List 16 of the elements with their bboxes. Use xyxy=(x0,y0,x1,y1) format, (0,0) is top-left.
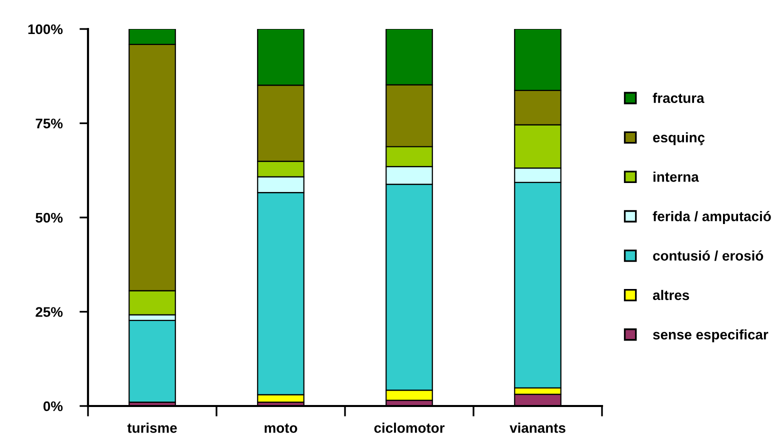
y-tick-label: 75% xyxy=(36,118,63,128)
x-tick-label: ciclomotor xyxy=(374,422,445,433)
x-tick-label: moto xyxy=(264,424,298,433)
legend-label: fractura xyxy=(652,92,704,104)
x-tick-label: vianants xyxy=(510,422,566,433)
legend-label: altres xyxy=(652,290,690,300)
y-tick-label: 25% xyxy=(36,307,63,317)
legend-label: sense especificar xyxy=(653,329,768,342)
y-tick-label: 0% xyxy=(43,401,63,412)
y-tick-label: 50% xyxy=(36,212,63,223)
legend-label: contusió / erosió xyxy=(653,250,764,261)
y-tick-label: 100% xyxy=(28,24,63,34)
legend-label: interna xyxy=(654,172,699,182)
legend-label: ferida / amputació xyxy=(652,210,771,224)
x-tick-label: turisme xyxy=(127,422,177,433)
legend-label: esquinç xyxy=(653,132,705,146)
